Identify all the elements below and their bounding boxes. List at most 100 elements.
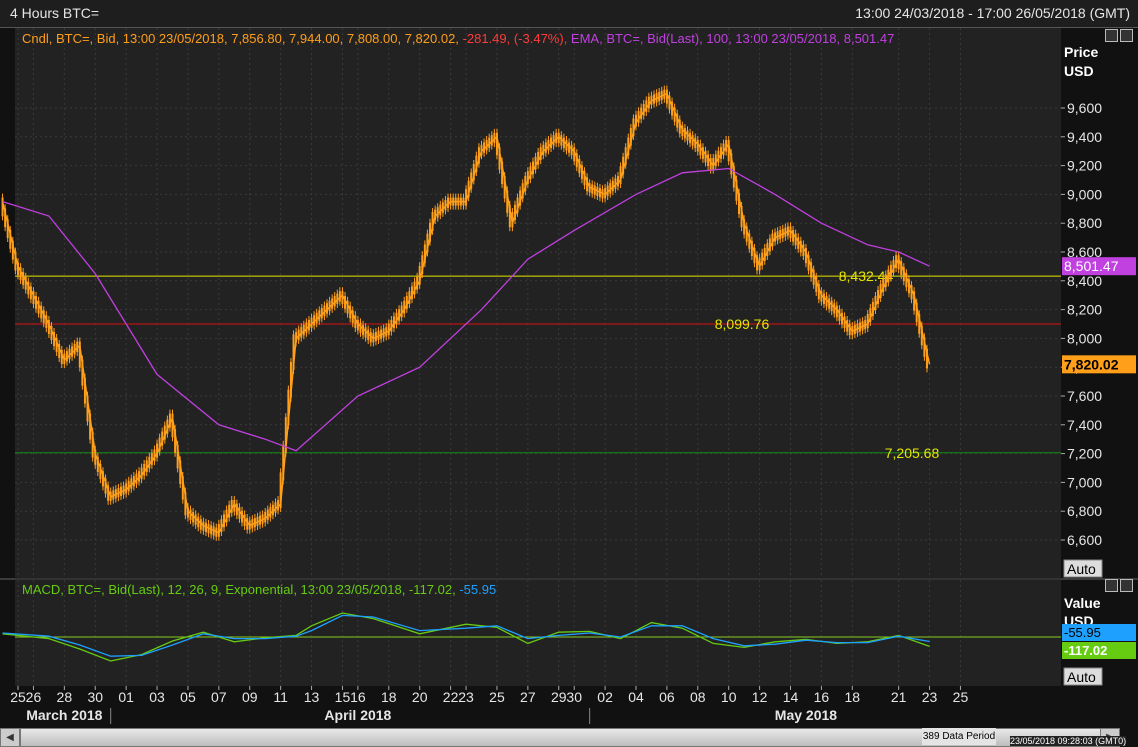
candle-body: [689, 132, 692, 144]
candle-body: [158, 437, 161, 452]
candle-body: [534, 156, 537, 170]
candle-body: [611, 180, 614, 192]
candle-body: [99, 464, 102, 480]
candle-body: [699, 143, 702, 156]
candle-body: [756, 255, 759, 271]
x-tick-label: 05: [180, 689, 196, 705]
candle-body: [925, 348, 928, 369]
macd-auto-label[interactable]: Auto: [1067, 669, 1096, 685]
candle-body: [42, 310, 45, 324]
x-tick-label: 12: [752, 689, 768, 705]
scroll-left-button[interactable]: ◀: [0, 728, 20, 747]
ema-value-tag: [1062, 257, 1136, 276]
candle-body: [740, 206, 743, 228]
candle-body: [364, 327, 367, 338]
candle-body: [32, 291, 35, 304]
date-range: 13:00 24/03/2018 - 17:00 26/05/2018 (GMT…: [855, 5, 1130, 21]
candle-body: [359, 322, 362, 333]
candle-body: [104, 478, 107, 494]
price-axis-unit: USD: [1064, 63, 1094, 79]
candle-body: [506, 190, 509, 213]
candle-body: [714, 154, 717, 166]
candle-body: [707, 154, 710, 166]
candle-body: [498, 147, 501, 170]
candle-body: [792, 230, 795, 242]
candle-body: [490, 135, 493, 146]
y-tick-label: 9,400: [1067, 129, 1102, 145]
candle-body: [369, 332, 372, 343]
candle-body: [344, 296, 347, 309]
candle-body: [132, 476, 135, 487]
candle-body: [11, 240, 14, 260]
candle-body: [696, 140, 699, 152]
candle-body: [65, 351, 68, 362]
macd-value-tag-text: -117.02: [1064, 643, 1107, 658]
price-legend-part: Cndl, BTC=, Bid, 13:00 23/05/2018, 7,856…: [22, 31, 459, 46]
candle-body: [627, 137, 630, 156]
candle-body: [300, 327, 303, 338]
candle-body: [804, 248, 807, 264]
candle-body: [1, 197, 4, 217]
candle-body: [544, 142, 547, 153]
x-tick-label: 23: [922, 689, 938, 705]
y-tick-label: 7,400: [1067, 417, 1102, 433]
candle-body: [107, 485, 110, 501]
candle-body: [871, 302, 874, 316]
candle-body: [163, 425, 166, 440]
price-auto-button[interactable]: [1063, 559, 1103, 578]
candle-body: [307, 320, 310, 331]
x-tick-label: 22: [443, 689, 459, 705]
candle-body: [907, 279, 910, 294]
x-tick-label: 25: [489, 689, 505, 705]
y-tick-label: 7,600: [1067, 388, 1102, 404]
candle-body: [719, 147, 722, 159]
price-axis-title: Price: [1064, 44, 1098, 60]
candle-body: [153, 449, 156, 462]
close-icon[interactable]: [1120, 29, 1133, 42]
candle-body: [766, 243, 769, 256]
price-auto-label[interactable]: Auto: [1067, 561, 1096, 577]
signal-value-tag-text: -55.95: [1064, 625, 1101, 640]
x-tick-label: 08: [690, 689, 706, 705]
candle-body: [230, 500, 233, 513]
candle-body: [94, 449, 97, 465]
candle-body: [156, 443, 159, 458]
candle-body: [488, 137, 491, 148]
candle-body: [362, 324, 365, 336]
candle-body: [629, 128, 632, 146]
candle-body: [168, 413, 171, 428]
candle-body: [915, 302, 918, 323]
restore-icon[interactable]: [1105, 29, 1118, 42]
candle-body: [19, 267, 22, 280]
candle-body: [552, 135, 555, 146]
close-icon[interactable]: [1120, 579, 1133, 592]
last-price-tag-text: 7,820.02: [1064, 356, 1119, 372]
x-tick-label: 16: [814, 689, 830, 705]
candle-body: [614, 178, 617, 189]
x-tick-label: 30: [87, 689, 103, 705]
candle-body: [900, 261, 903, 276]
candle-body: [318, 310, 321, 321]
candle-body: [609, 183, 612, 194]
restore-icon[interactable]: [1105, 579, 1118, 592]
candle-body: [392, 316, 395, 328]
macd-auto-button[interactable]: [1063, 667, 1103, 686]
candle-body: [616, 176, 619, 187]
macd-legend-part: -55.95: [456, 582, 496, 597]
macd-axis-title: Value: [1064, 595, 1101, 611]
candle-body: [521, 183, 524, 199]
candle-body: [179, 460, 182, 484]
candle-body: [493, 132, 496, 144]
candle-body: [727, 140, 730, 162]
candle-body: [637, 111, 640, 123]
candle-body: [29, 286, 32, 300]
candle-body: [76, 341, 79, 352]
candle-body: [825, 296, 828, 307]
candle-body: [869, 308, 872, 322]
candle-body: [477, 147, 480, 164]
candle-body: [467, 180, 470, 198]
data-period-label: 389 Data Period: [922, 728, 996, 745]
candle-body: [408, 291, 411, 304]
x-tick-label: 27: [520, 689, 536, 705]
